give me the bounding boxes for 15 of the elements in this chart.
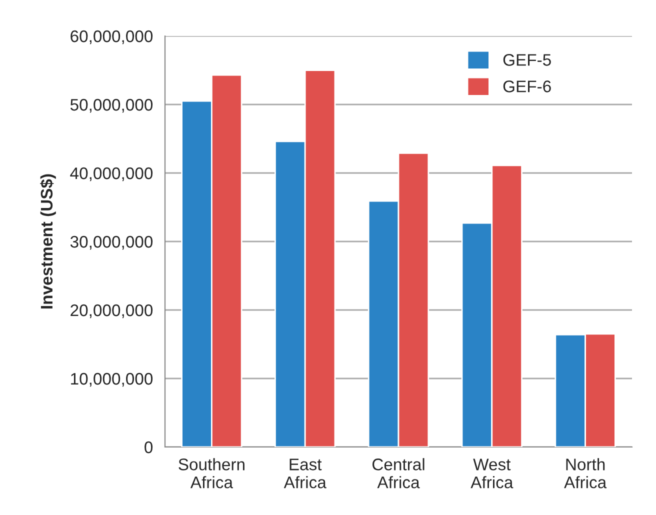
x-tick-label: North Africa — [564, 458, 607, 488]
legend-label: GEF-5 — [503, 54, 551, 66]
y-tick-label: 20,000,000 — [70, 304, 153, 318]
y-tick-label: 60,000,000 — [70, 30, 153, 44]
legend-label: GEF-6 — [503, 80, 551, 92]
y-tick-label: 10,000,000 — [71, 372, 153, 387]
x-tick-label: Central Africa — [372, 458, 424, 488]
y-tick-label: 40,000,000 — [70, 167, 153, 182]
x-tick-label: East Africa — [284, 458, 326, 488]
y-tick-label: 50,000,000 — [70, 98, 153, 113]
x-tick-label: Southern Africa — [178, 458, 244, 488]
y-tick-label: 0 — [144, 441, 153, 454]
y-axis-title: Investment (US$) — [40, 174, 56, 308]
x-tick-label: West Africa — [470, 458, 514, 488]
y-tick-label: 30,000,000 — [70, 236, 153, 250]
